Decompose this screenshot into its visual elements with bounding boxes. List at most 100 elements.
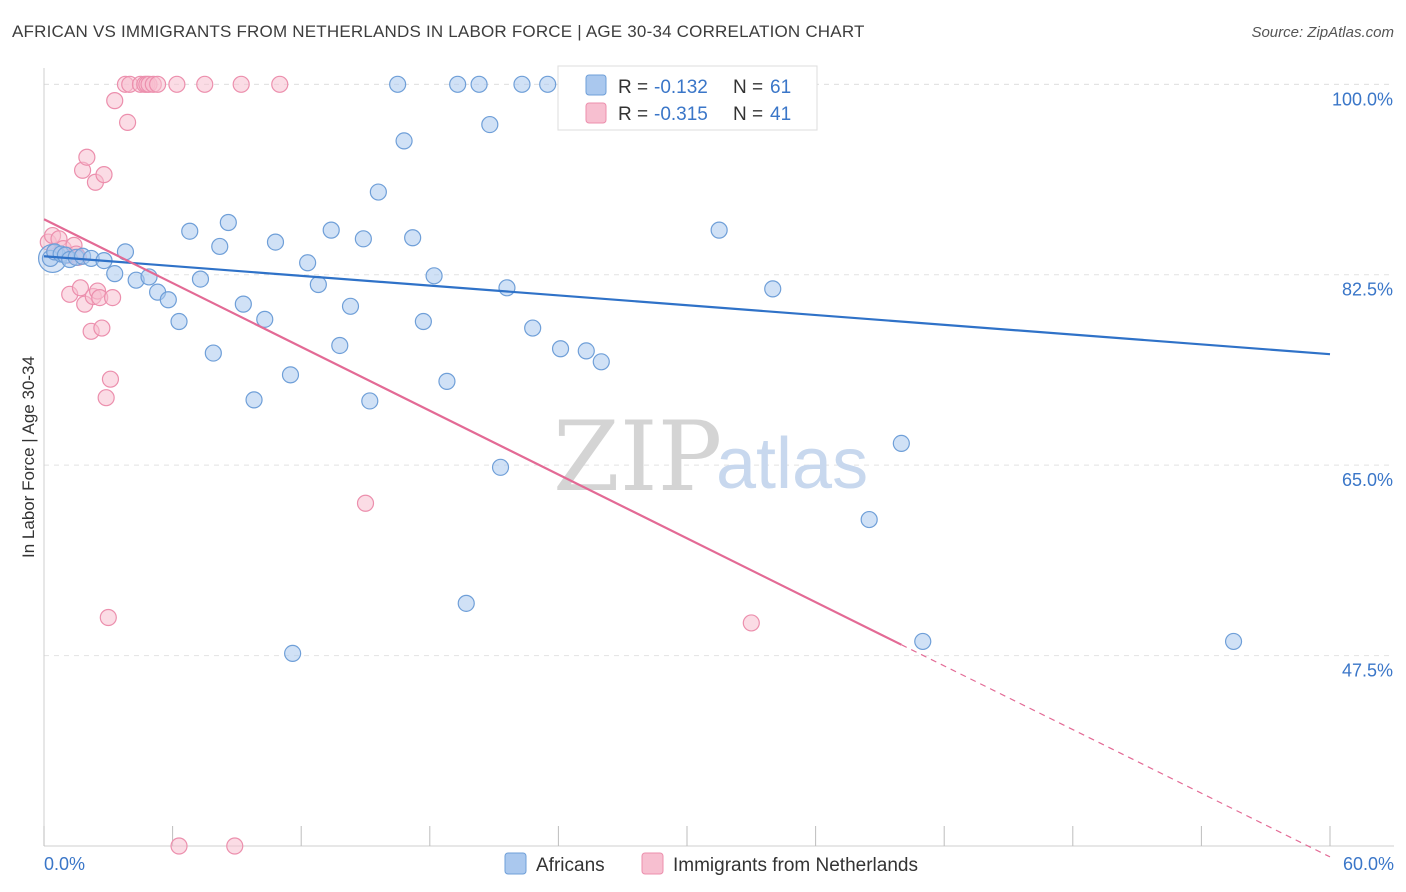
point-africans: [361, 392, 379, 410]
point-africans: [457, 594, 475, 612]
series-immigrants-netherlands-points: [39, 75, 760, 855]
point-africans: [309, 275, 327, 294]
point-africans: [354, 230, 372, 248]
point-africans: [106, 265, 124, 283]
legend-swatch-netherlands: [585, 102, 607, 124]
point-africans: [513, 75, 531, 93]
trend-line-africans: [43, 255, 1331, 356]
point-africans: [245, 391, 263, 409]
series-africans-points: [37, 75, 1243, 663]
stats-legend: R = -0.132 N = 61 R = -0.315 N = 41: [557, 65, 818, 131]
watermark-zip: ZIP: [553, 401, 722, 513]
point-africans: [341, 297, 360, 315]
point-netherlands: [168, 75, 186, 93]
point-netherlands: [271, 75, 289, 93]
point-africans: [369, 183, 387, 201]
point-africans: [892, 434, 910, 452]
point-africans: [470, 75, 488, 93]
point-netherlands: [97, 389, 115, 407]
point-africans: [281, 366, 300, 384]
point-netherlands: [71, 279, 90, 297]
point-netherlands: [232, 75, 250, 93]
legend-r-value-2: -0.315: [654, 104, 708, 125]
point-netherlands: [101, 370, 120, 388]
point-africans: [204, 344, 222, 362]
point-africans: [577, 342, 595, 360]
legend-r-value-1: -0.132: [654, 77, 708, 98]
point-africans: [764, 280, 782, 298]
series-legend-swatch-africans: [504, 852, 527, 875]
point-africans: [322, 221, 340, 239]
point-africans: [449, 75, 467, 93]
point-africans: [404, 229, 422, 247]
point-africans: [539, 75, 557, 93]
trend-line-netherlands-extrapolated: [901, 644, 1331, 858]
y-tick-label: 65.0%: [1342, 470, 1393, 490]
x-ticks: [43, 826, 1331, 846]
point-netherlands: [103, 288, 122, 307]
x-tick-label-min: 0.0%: [44, 854, 85, 874]
point-africans: [211, 237, 229, 256]
series-legend: Africans Immigrants from Netherlands: [504, 852, 918, 876]
point-netherlands: [95, 166, 113, 184]
grid-lines: [44, 83, 1394, 657]
watermark-atlas: atlas: [716, 424, 868, 504]
legend-n-value-2: 41: [770, 104, 791, 125]
point-africans: [234, 295, 252, 313]
watermark: ZIP atlas: [553, 401, 868, 513]
point-africans: [914, 632, 932, 651]
trend-lines: [43, 218, 1331, 858]
point-netherlands: [106, 92, 124, 110]
series-legend-swatch-netherlands: [641, 852, 664, 875]
y-tick-label: 47.5%: [1342, 661, 1393, 681]
point-netherlands: [78, 148, 96, 166]
point-africans: [299, 254, 317, 272]
point-africans: [524, 319, 542, 337]
point-africans: [266, 233, 285, 251]
point-netherlands: [99, 608, 117, 627]
point-africans: [860, 510, 878, 529]
y-tick-labels: 47.5% 65.0% 82.5% 100.0%: [1332, 89, 1393, 680]
point-africans: [170, 312, 188, 331]
point-netherlands: [196, 75, 214, 93]
point-africans: [191, 270, 210, 288]
legend-r-label-1: R =: [618, 77, 648, 98]
point-africans: [438, 372, 456, 390]
point-netherlands: [356, 494, 375, 512]
point-netherlands: [93, 319, 111, 337]
axes: [43, 68, 1394, 847]
legend-n-label-1: N =: [733, 77, 763, 98]
point-africans: [592, 353, 610, 371]
x-tick-label-max: 60.0%: [1343, 854, 1394, 874]
y-tick-label: 82.5%: [1342, 280, 1393, 300]
source-credit: Source: ZipAtlas.com: [1251, 24, 1394, 41]
point-netherlands: [742, 614, 760, 632]
point-africans: [256, 310, 274, 328]
point-africans: [710, 221, 728, 239]
legend-r-label-2: R =: [618, 104, 648, 125]
point-africans: [551, 340, 570, 358]
point-africans: [159, 291, 177, 309]
series-legend-label-netherlands: Immigrants from Netherlands: [673, 855, 918, 876]
point-africans: [491, 458, 510, 476]
series-legend-label-africans: Africans: [536, 855, 605, 876]
point-netherlands: [118, 113, 137, 132]
legend-swatch-africans: [585, 74, 607, 96]
point-africans: [219, 213, 237, 232]
point-africans: [1224, 632, 1243, 651]
point-netherlands: [226, 837, 244, 855]
legend-n-label-2: N =: [733, 104, 763, 125]
point-africans: [181, 222, 199, 240]
y-axis-title: In Labor Force | Age 30-34: [19, 356, 38, 558]
point-africans: [498, 279, 516, 297]
point-africans: [425, 267, 443, 285]
point-africans: [389, 75, 407, 93]
point-africans: [395, 132, 413, 150]
y-tick-label: 100.0%: [1332, 89, 1393, 109]
point-africans: [414, 312, 432, 331]
legend-n-value-1: 61: [770, 77, 791, 98]
trend-line-netherlands: [43, 218, 902, 646]
point-netherlands: [170, 837, 188, 855]
point-netherlands: [148, 75, 167, 93]
